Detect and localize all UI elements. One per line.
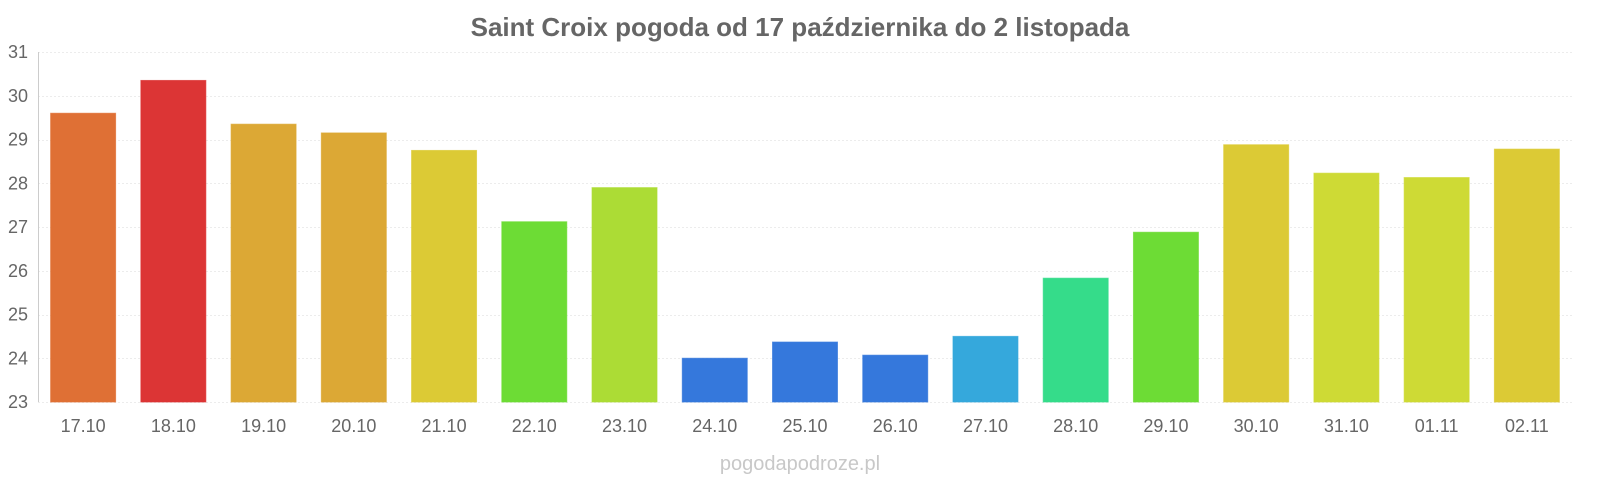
x-tick-label: 20.10	[331, 416, 376, 436]
bar-02-11	[1493, 148, 1560, 403]
bars	[50, 79, 1560, 403]
x-tick-label: 29.10	[1143, 416, 1188, 436]
bar-30-10	[1223, 144, 1290, 403]
bar-18-10	[140, 79, 207, 403]
bar-27-10	[952, 335, 1019, 403]
bar-22-10	[501, 221, 568, 403]
x-tick-label: 18.10	[151, 416, 196, 436]
bar-24-10	[681, 357, 748, 403]
x-tick-label: 28.10	[1053, 416, 1098, 436]
y-tick-label: 29	[8, 130, 28, 150]
bar-21-10	[411, 149, 478, 403]
x-tick-label: 27.10	[963, 416, 1008, 436]
bar-20-10	[320, 132, 387, 403]
y-tick-label: 25	[8, 305, 28, 325]
y-tick-label: 23	[8, 392, 28, 412]
x-tick-label: 22.10	[512, 416, 557, 436]
bar-17-10	[50, 112, 117, 403]
y-axis-ticks: 23 24 25 26 27 28 29 30 31	[8, 42, 28, 412]
y-tick-label: 30	[8, 86, 28, 106]
y-tick-label: 24	[8, 348, 28, 368]
x-tick-label: 17.10	[61, 416, 106, 436]
y-tick-label: 27	[8, 217, 28, 237]
bar-26-10	[862, 354, 929, 403]
bar-28-10	[1042, 277, 1109, 403]
y-tick-label: 31	[8, 42, 28, 62]
x-tick-label: 31.10	[1324, 416, 1369, 436]
bar-29-10	[1132, 231, 1199, 403]
bar-01-11	[1403, 177, 1470, 403]
x-tick-label: 21.10	[422, 416, 467, 436]
chart-title: Saint Croix pogoda od 17 października do…	[471, 12, 1130, 42]
x-tick-label: 25.10	[782, 416, 827, 436]
x-tick-label: 23.10	[602, 416, 647, 436]
bar-19-10	[230, 123, 297, 403]
credit-watermark: pogodapodroze.pl	[720, 453, 880, 475]
x-tick-label: 02.11	[1505, 416, 1549, 436]
y-tick-label: 28	[8, 173, 28, 193]
x-axis-ticks: 17.10 18.10 19.10 20.10 21.10 22.10 23.10 24.10…	[61, 416, 1549, 436]
x-tick-label: 24.10	[692, 416, 737, 436]
x-tick-label: 19.10	[241, 416, 286, 436]
bar-31-10	[1313, 172, 1380, 403]
bar-23-10	[591, 187, 658, 403]
x-tick-label: 30.10	[1234, 416, 1279, 436]
x-tick-label: 01.11	[1415, 416, 1459, 436]
x-tick-label: 26.10	[873, 416, 918, 436]
y-tick-label: 26	[8, 261, 28, 281]
bar-25-10	[772, 341, 838, 403]
